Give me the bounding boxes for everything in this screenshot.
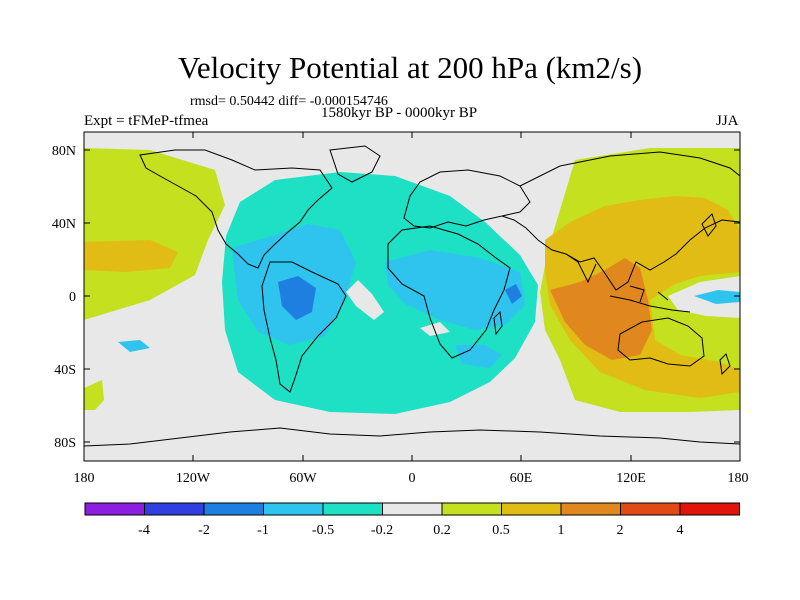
contour-fields [84, 132, 740, 461]
colorbar-label: 4 [677, 523, 684, 538]
field-blue-east-africa [505, 284, 522, 304]
coast-madagascar [493, 310, 503, 336]
colorbar-swatch [203, 502, 264, 516]
colorbar-swatch [263, 502, 324, 516]
field-grey-atlantic [346, 280, 384, 320]
coast-japan [701, 213, 717, 237]
experiment-label: Expt = tFMeP-tfmea [84, 113, 209, 129]
colorbar-label: -0.2 [371, 523, 393, 538]
lat-label: 0 [69, 290, 76, 305]
field-cyan-south [455, 345, 502, 368]
field-cyan-africa [385, 250, 525, 330]
lon-label: 180 [728, 471, 749, 486]
colorbar-swatch [322, 502, 383, 516]
colorbar-label: 2 [617, 523, 624, 538]
lat-labels: 80N 40N 0 40S 80S [52, 144, 76, 451]
period-label: 1580kyr BP - 0000kyr BP [321, 105, 478, 121]
field-cyan-madagascar [482, 312, 504, 324]
field-lime-west [84, 148, 225, 320]
colorbar-labels: -4 -2 -1 -0.5 -0.2 0.2 0.5 1 2 4 [138, 523, 683, 538]
coast-antarctica [84, 427, 740, 447]
coastlines [84, 145, 740, 447]
colorbar-swatch [382, 502, 443, 516]
field-cyan-se-pacific [118, 340, 150, 352]
lon-label: 0 [409, 471, 416, 486]
colorbar-label: 1 [558, 523, 565, 538]
field-lime-west-south [84, 380, 104, 410]
lon-ticks [83, 132, 741, 461]
colorbar-swatch [620, 502, 681, 516]
colorbar-label: -1 [257, 523, 269, 538]
lon-label: 120W [176, 471, 211, 486]
colorbar-swatch [441, 502, 502, 516]
colorbar-swatch [501, 502, 562, 516]
field-lime-islands [668, 314, 700, 326]
colorbar-label: 0.2 [433, 523, 451, 538]
colorbar-swatch [84, 502, 145, 516]
field-grey-south-atlantic [420, 322, 450, 336]
colorbar-swatch [144, 502, 205, 516]
coast-indonesia [609, 285, 691, 313]
stats-line: rmsd= 0.50442 diff= -0.000154746 [190, 94, 388, 109]
field-orange-west [84, 240, 178, 272]
field-cyan-pacific [694, 290, 740, 304]
lat-label: 40S [54, 363, 76, 378]
colorbar-label: -0.5 [312, 523, 334, 538]
lon-label: 60W [289, 471, 317, 486]
colorbar [84, 502, 740, 516]
lon-labels: 180 120W 60W 0 60E 120E 180 [74, 471, 749, 486]
coast-south-america [261, 261, 347, 393]
lon-label: 180 [74, 471, 95, 486]
colorbar-label: 0.5 [492, 523, 510, 538]
lat-label: 80N [52, 144, 76, 159]
lon-label: 120E [616, 471, 646, 486]
colorbar-label: -2 [198, 523, 210, 538]
lat-ticks [84, 149, 740, 443]
lon-label: 60E [510, 471, 533, 486]
coast-africa [387, 225, 511, 359]
coast-asia [501, 151, 740, 291]
coast-india [565, 253, 597, 284]
colorbar-label: -4 [138, 523, 150, 538]
season-label: JJA [716, 113, 739, 129]
lat-label: 80S [54, 436, 76, 451]
colorbar-swatch [679, 502, 740, 516]
colorbar-swatch [560, 502, 621, 516]
map-title: Velocity Potential at 200 hPa (km2/s) [177, 50, 643, 85]
coast-australia [617, 317, 705, 367]
coast-north-america [139, 149, 333, 269]
field-blue-brazil [278, 276, 316, 320]
lat-label: 40N [52, 217, 76, 232]
coast-greenland [329, 145, 381, 183]
coast-new-zealand [719, 353, 731, 376]
coast-europe [403, 169, 531, 229]
